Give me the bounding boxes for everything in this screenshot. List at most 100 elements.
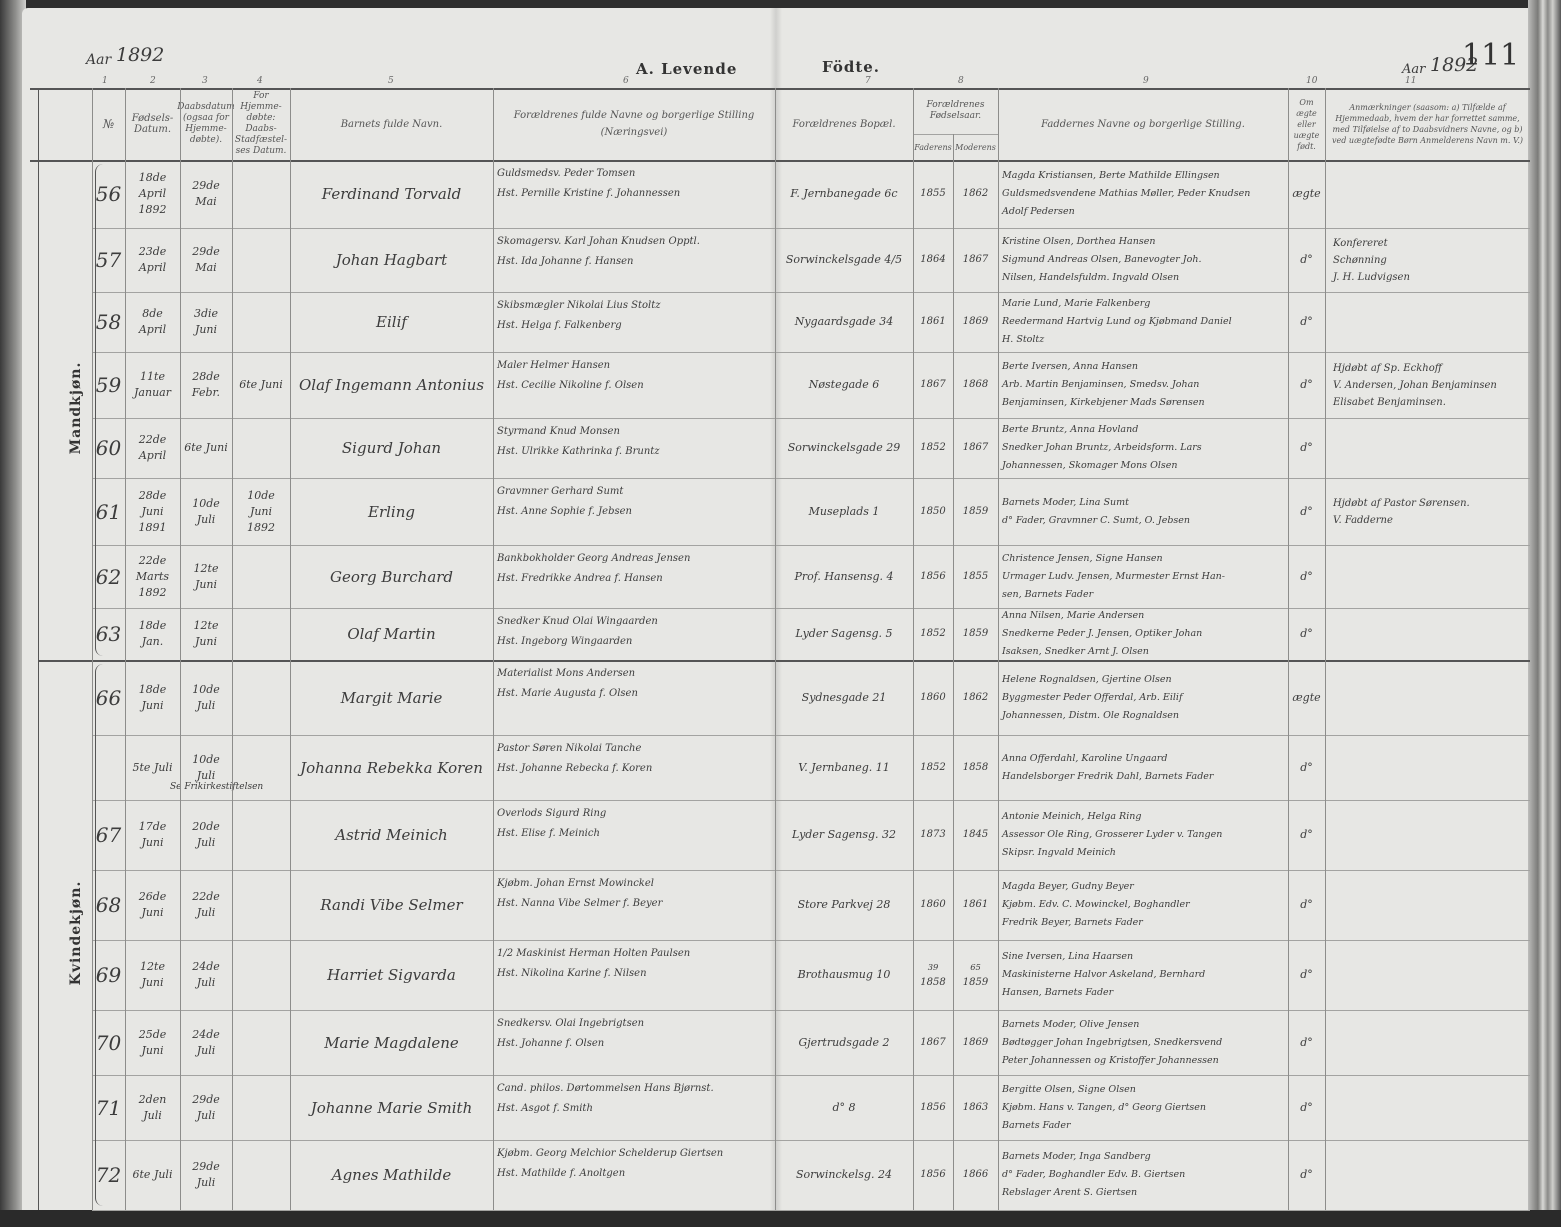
header-child-name: Barnets fulde Navn. (340, 118, 443, 130)
mother-birth-year: 1862 (962, 691, 989, 703)
legitimacy: d° (1300, 968, 1313, 981)
parents-line: Hst. Asgot f. Smith (497, 1103, 593, 1114)
column-number: 11 (1405, 76, 1417, 86)
header-parents-label: Forældrenes fulde Navne og borgerlige St… (513, 110, 755, 121)
column-number: 5 (388, 76, 394, 86)
entry-number: 57 (95, 248, 122, 272)
baptism-date: 24de Juli (192, 960, 220, 989)
birth-date: 22de April (138, 433, 167, 462)
confirmation-date (232, 1075, 290, 1140)
remark-line: Konfereret (1333, 237, 1388, 249)
remarks (1325, 870, 1530, 940)
parents-line: Cand. philos. Dørtommelsen Hans Bjørnst. (497, 1083, 714, 1094)
sponsors: Sine Iversen, Lina Haarsen Maskinisterne … (998, 940, 1288, 1010)
legitimacy: d° (1300, 441, 1313, 454)
header-legitimate: Om ægte eller uægte født. (1293, 97, 1320, 151)
birth-date: 6te Juli (132, 1168, 173, 1181)
remark-line: Schønning (1333, 254, 1387, 266)
father-birth-year: 1856 (920, 1101, 946, 1113)
sponsor-line: Christence Jensen, Signe Hansen (1002, 552, 1163, 564)
column-rule (125, 88, 126, 1210)
child-name: Erling (368, 502, 415, 521)
birth-date: 18de Juni (138, 682, 167, 712)
row-rule (92, 800, 1530, 801)
sponsor-line: Marie Lund, Marie Falkenberg (1002, 298, 1151, 309)
confirmation-date: 6te Juni (239, 378, 283, 391)
sponsor-line: Maskinisterne Halvor Askeland, Bernhard (1002, 969, 1206, 980)
parents-names: Kjøbm. Georg Melchior Schelderup Giertse… (493, 1140, 775, 1210)
section-label: Kvindekjøn. (68, 880, 84, 986)
row-rule (92, 292, 1530, 293)
header-parents: Forældrenes fulde Navne og borgerlige St… (493, 88, 775, 160)
row-rule (92, 940, 1530, 941)
parents-names: Pastor Søren Nikolai Tanche Hst. Johanne … (493, 735, 775, 800)
residence: F. Jernbanegade 6c (790, 187, 898, 200)
entry-number: 59 (95, 373, 122, 397)
sponsor-line: Rebslager Arent S. Giertsen (1002, 1187, 1138, 1198)
parents-line: Hst. Nikolina Karine f. Nilsen (497, 968, 647, 979)
parents-names: Materialist Mons Andersen Hst. Marie Augu… (493, 660, 775, 735)
entry-number: 71 (95, 1095, 122, 1120)
header-father: Faderens (914, 142, 952, 152)
sponsors: Kristine Olsen, Dorthea Hansen Sigmund An… (998, 228, 1288, 292)
right-year-label: Aar (1402, 62, 1426, 77)
mother-birth-year: 1869 (962, 316, 989, 327)
sponsor-line: Barnets Moder, Inga Sandberg (1002, 1151, 1151, 1162)
sponsor-line: Urmager Ludv. Jensen, Murmester Ernst Ha… (1002, 570, 1225, 582)
sponsor-line: d° Fader, Boghandler Edv. B. Giertsen (1002, 1169, 1186, 1180)
sponsor-line: Anna Offerdahl, Karoline Ungaard (1002, 752, 1168, 764)
mother-birth-year: 1868 (962, 379, 989, 390)
header-residence: Forældrenes Bopæl. (792, 118, 896, 130)
confirmation-date (232, 1010, 290, 1075)
column-number: 4 (257, 76, 263, 86)
father-birth-year: 1855 (920, 188, 946, 199)
column-number: 3 (202, 76, 208, 86)
mother-birth-year: 1869 (962, 1036, 989, 1048)
parents-line: 1/2 Maskinist Herman Holten Paulsen (497, 948, 691, 959)
sponsors: Magda Kristiansen, Berte Mathilde Elling… (998, 160, 1288, 228)
parents-line: Hst. Johanne f. Olsen (497, 1038, 605, 1049)
parents-names: Skomagersv. Karl Johan Knudsen Opptl. Hst… (493, 228, 775, 292)
child-name: Margit Marie (340, 688, 443, 707)
row-rule (92, 545, 1530, 546)
birth-date: 23de April (138, 245, 167, 274)
remarks (1325, 292, 1530, 352)
entry-number: 56 (95, 182, 122, 206)
sponsor-line: Berte Iversen, Anna Hansen (1002, 361, 1139, 372)
confirmation-date: 10de Juni 1892 (247, 488, 275, 534)
left-border (38, 88, 39, 1210)
remarks: Konfereret Schønning J. H. Ludvigsen (1325, 228, 1530, 292)
legitimacy: d° (1300, 1100, 1313, 1114)
parents-names: Gravmner Gerhard Sumt Hst. Anne Sophie f.… (493, 478, 775, 545)
remarks: Hjdøbt af Pastor Sørensen. V. Fadderne (1325, 478, 1530, 545)
sponsor-line: Antonie Meinich, Helga Ring (1002, 811, 1142, 822)
section-label: Mandkjøn. (68, 361, 84, 455)
parents-line: Pastor Søren Nikolai Tanche (497, 743, 642, 754)
parents-names: Snedkersv. Olai Ingebrigtsen Hst. Johanne… (493, 1010, 775, 1075)
sponsor-line: Snedker Johan Bruntz, Arbeidsform. Lars (1002, 442, 1202, 453)
residence: Museplads 1 (808, 504, 880, 518)
residence: d° 8 (832, 1100, 856, 1114)
sponsors: Antonie Meinich, Helga Ring Assessor Ole … (998, 800, 1288, 870)
birth-date: 18de April 1892 (138, 171, 167, 216)
parents-line: Hst. Cecilie Nikoline f. Olsen (497, 380, 644, 391)
mother-birth-year: 1862 (962, 188, 989, 199)
residence: Sorwinckelsgade 29 (787, 441, 901, 454)
remarks (1325, 735, 1530, 800)
birth-date: 28de Juni 1891 (138, 488, 167, 534)
mother-birth-year: 1855 (962, 570, 989, 582)
header-remarks: Anmærkninger (saasom: a) Tilfælde af Hje… (1332, 103, 1523, 145)
birth-date: 2den Juli (138, 1092, 167, 1122)
residence: Lyder Sagensg. 5 (795, 627, 893, 640)
mother-birth-year: 1861 (962, 899, 989, 910)
child-name: Olaf Ingemann Antonius (298, 376, 485, 394)
baptism-date: 10de Juli (192, 752, 220, 782)
sponsor-line: Magda Beyer, Gudny Beyer (1002, 881, 1134, 892)
remarks (1325, 545, 1530, 608)
parents-names: Snedker Knud Olai Wingaarden Hst. Ingebor… (493, 608, 775, 660)
sponsor-line: Arb. Martin Benjaminsen, Smedsv. Johan (1002, 379, 1200, 390)
parents-line: Hst. Ida Johanne f. Hansen (497, 256, 634, 267)
sponsor-line: Handelsborger Fredrik Dahl, Barnets Fade… (1002, 770, 1214, 782)
section-divider (38, 660, 1530, 662)
sponsor-line: Kjøbm. Edv. C. Mowinckel, Boghandler (1002, 899, 1190, 910)
